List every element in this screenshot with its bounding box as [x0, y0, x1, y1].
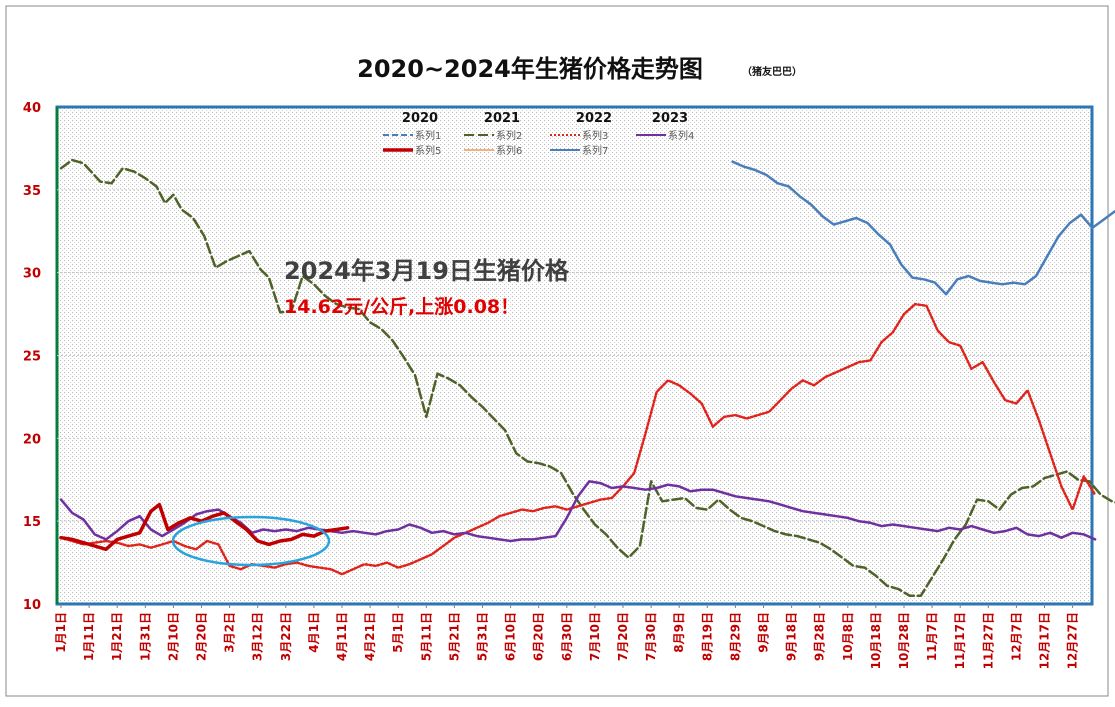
- annotation-detail: 14.62元/公斤,上涨0.08！: [284, 296, 519, 318]
- x-tick-label-14: 5月21日: [447, 612, 461, 661]
- x-tick-label-1: 1月11日: [82, 612, 96, 661]
- x-tick-label-12: 5月1日: [391, 612, 405, 653]
- chart-subtitle: （猪友巴巴）: [742, 65, 802, 78]
- legend-label-6: 系列6: [496, 144, 522, 157]
- x-tick-label-31: 11月7日: [925, 612, 939, 661]
- x-tick-labels: 1月1日 1月11日 1月21日 1月31日 2月10日 2月20日 3月2日 3月12日 3月…: [54, 612, 1080, 669]
- x-tick-label-30: 10月28日: [897, 612, 911, 669]
- x-tick-label-35: 12月17日: [1038, 612, 1052, 669]
- y-tick-labels: 10 15 20 25 30 35 40: [23, 101, 41, 613]
- x-tick-label-23: 8月19日: [700, 612, 714, 661]
- x-tick-label-11: 4月21日: [363, 612, 377, 661]
- series-line-7: [731, 160, 1115, 296]
- x-tick-label-9: 4月1日: [307, 612, 321, 653]
- x-tick-label-10: 4月11日: [335, 612, 349, 661]
- y-tick-label-0: 10: [23, 598, 41, 613]
- x-tick-label-21: 7月30日: [644, 612, 658, 661]
- y-tick-label-5: 35: [23, 184, 41, 199]
- y-tick-label-6: 40: [23, 101, 41, 116]
- x-tick-label-28: 10月8日: [841, 612, 855, 661]
- legend-label-2: 系列2: [496, 129, 522, 142]
- x-tick-label-3: 1月31日: [138, 612, 152, 661]
- gridlines: [57, 189, 1092, 608]
- legend-label-1: 系列1: [415, 129, 441, 142]
- chart-title: 2020~2024年生猪价格走势图: [357, 55, 703, 83]
- series-group: [59, 158, 1115, 597]
- x-tick-label-19: 7月10日: [588, 612, 602, 661]
- series-line-3: [59, 302, 1097, 576]
- legend-year-2020: 2020: [402, 111, 438, 126]
- x-tick-label-26: 9月18日: [785, 612, 799, 661]
- x-tick-label-8: 3月22日: [279, 612, 293, 661]
- x-tick-label-0: 1月1日: [54, 612, 68, 653]
- x-tick-label-25: 9月8日: [757, 612, 771, 653]
- x-tick-label-5: 2月20日: [195, 612, 209, 661]
- series-line-2: [59, 158, 1115, 597]
- legend-label-7: 系列7: [582, 144, 608, 157]
- y-tick-label-3: 25: [23, 350, 41, 365]
- highlight-ellipse: [171, 515, 331, 567]
- y-tick-label-4: 30: [23, 267, 41, 282]
- x-tick-label-29: 10月18日: [869, 612, 883, 669]
- legend-year-2023: 2023: [652, 111, 688, 126]
- legend: 2020 2021 2022 2023 系列1 系列2 系列3 系列4 系列5 系列6 系列7: [383, 111, 694, 157]
- legend-label-4: 系列4: [668, 129, 694, 142]
- x-tick-label-24: 8月29日: [728, 612, 742, 661]
- x-tick-label-27: 9月28日: [813, 612, 827, 661]
- x-tick-label-36: 12月27日: [1066, 612, 1080, 669]
- x-tick-label-22: 8月9日: [672, 612, 686, 653]
- x-tick-label-4: 2月10日: [166, 612, 180, 661]
- x-tick-label-20: 7月20日: [616, 612, 630, 661]
- legend-year-2022: 2022: [576, 111, 612, 126]
- y-tick-label-1: 15: [23, 515, 41, 530]
- legend-label-5: 系列5: [415, 144, 441, 157]
- x-tick-label-33: 11月27日: [981, 612, 995, 669]
- x-tick-label-15: 5月31日: [476, 612, 490, 661]
- x-tick-label-16: 6月10日: [504, 612, 518, 661]
- x-tick-label-13: 5月11日: [419, 612, 433, 661]
- annotation-headline: 2024年3月19日生猪价格: [284, 257, 570, 285]
- x-tick-label-34: 12月7日: [1009, 612, 1023, 661]
- x-tick-label-6: 3月2日: [223, 612, 237, 653]
- legend-year-2021: 2021: [484, 111, 520, 126]
- chart-frame: [5, 5, 1109, 697]
- y-tick-label-2: 20: [23, 432, 41, 447]
- x-tick-label-7: 3月12日: [251, 612, 265, 661]
- x-tick-label-17: 6月20日: [532, 612, 546, 661]
- x-tick-label-18: 6月30日: [560, 612, 574, 661]
- x-tick-label-2: 1月21日: [110, 612, 124, 661]
- legend-label-3: 系列3: [582, 129, 608, 142]
- x-tick-label-32: 11月17日: [953, 612, 967, 669]
